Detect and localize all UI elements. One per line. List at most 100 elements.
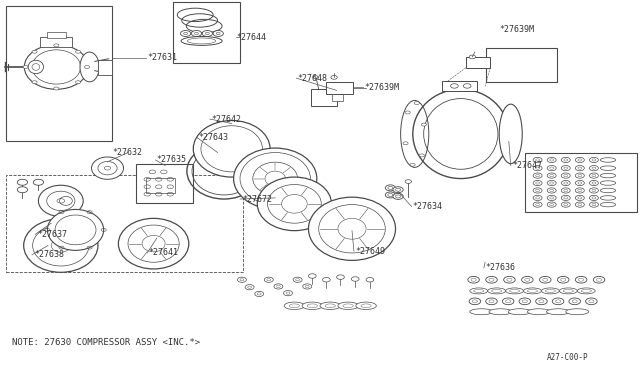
Circle shape	[463, 84, 471, 88]
Circle shape	[486, 298, 497, 305]
Text: *27641: *27641	[148, 248, 179, 257]
Circle shape	[504, 276, 515, 283]
Circle shape	[213, 31, 223, 36]
Circle shape	[32, 81, 37, 84]
Bar	[173, 2, 240, 63]
Circle shape	[33, 179, 44, 185]
Circle shape	[547, 195, 556, 201]
Text: *27632: *27632	[112, 148, 142, 157]
Ellipse shape	[566, 309, 589, 315]
Circle shape	[451, 84, 458, 88]
Ellipse shape	[506, 288, 524, 294]
Ellipse shape	[524, 288, 541, 294]
Circle shape	[575, 166, 584, 171]
Circle shape	[17, 179, 28, 185]
Bar	[332, 93, 343, 101]
Text: *27644: *27644	[237, 33, 267, 42]
Text: *27642: *27642	[211, 115, 241, 124]
Ellipse shape	[338, 302, 358, 310]
Ellipse shape	[118, 218, 189, 269]
Ellipse shape	[600, 188, 616, 193]
Circle shape	[533, 166, 542, 171]
Ellipse shape	[488, 288, 506, 294]
Circle shape	[575, 173, 584, 178]
Circle shape	[547, 180, 556, 186]
Ellipse shape	[193, 121, 270, 177]
Circle shape	[385, 192, 396, 198]
Circle shape	[274, 284, 283, 289]
Circle shape	[57, 199, 65, 203]
Circle shape	[486, 276, 497, 283]
Circle shape	[366, 278, 374, 282]
Text: A27-C00-P: A27-C00-P	[547, 353, 589, 362]
Circle shape	[593, 276, 605, 283]
Ellipse shape	[499, 104, 522, 164]
Ellipse shape	[308, 197, 396, 260]
Circle shape	[23, 65, 28, 68]
Ellipse shape	[577, 288, 595, 294]
Circle shape	[502, 298, 514, 305]
Circle shape	[575, 276, 587, 283]
Ellipse shape	[600, 166, 616, 170]
Circle shape	[561, 166, 570, 171]
Bar	[311, 89, 337, 106]
Circle shape	[533, 173, 542, 178]
Circle shape	[547, 173, 556, 178]
Bar	[326, 82, 353, 94]
Ellipse shape	[547, 309, 570, 315]
Circle shape	[552, 298, 564, 305]
Bar	[40, 37, 72, 46]
Circle shape	[403, 142, 408, 145]
Circle shape	[536, 298, 547, 305]
Circle shape	[419, 154, 424, 157]
Circle shape	[405, 111, 410, 114]
Text: *27639M: *27639M	[499, 25, 534, 34]
Ellipse shape	[413, 89, 509, 179]
Ellipse shape	[234, 148, 317, 209]
Circle shape	[519, 298, 531, 305]
Circle shape	[32, 50, 37, 53]
Bar	[486, 48, 557, 82]
Circle shape	[180, 31, 191, 36]
Text: *27647: *27647	[512, 161, 542, 170]
Circle shape	[323, 278, 330, 282]
Text: *27639M: *27639M	[365, 83, 400, 92]
Bar	[525, 153, 637, 212]
Circle shape	[533, 188, 542, 193]
Circle shape	[547, 188, 556, 193]
Circle shape	[385, 185, 396, 191]
Ellipse shape	[541, 288, 559, 294]
Circle shape	[421, 123, 426, 126]
Circle shape	[547, 202, 556, 207]
Ellipse shape	[508, 309, 531, 315]
Circle shape	[540, 276, 551, 283]
Circle shape	[575, 180, 584, 186]
Bar	[442, 81, 477, 91]
Circle shape	[547, 166, 556, 171]
Circle shape	[414, 102, 419, 105]
Circle shape	[561, 157, 570, 163]
Ellipse shape	[28, 60, 44, 74]
Circle shape	[17, 187, 28, 193]
Circle shape	[54, 87, 59, 90]
Circle shape	[405, 180, 412, 183]
Ellipse shape	[284, 302, 305, 310]
Text: *27631: *27631	[147, 53, 177, 62]
Circle shape	[469, 55, 476, 59]
Circle shape	[533, 180, 542, 186]
Circle shape	[561, 188, 570, 193]
Text: *27636: *27636	[485, 263, 515, 272]
Ellipse shape	[24, 219, 98, 272]
Circle shape	[589, 166, 598, 171]
Bar	[136, 164, 193, 203]
Circle shape	[84, 65, 90, 68]
Circle shape	[561, 202, 570, 207]
Ellipse shape	[527, 309, 550, 315]
Ellipse shape	[470, 309, 493, 315]
Ellipse shape	[600, 173, 616, 178]
Circle shape	[589, 173, 598, 178]
Circle shape	[575, 195, 584, 201]
Circle shape	[284, 291, 292, 296]
Text: *27672: *27672	[242, 195, 272, 203]
Ellipse shape	[600, 181, 616, 185]
